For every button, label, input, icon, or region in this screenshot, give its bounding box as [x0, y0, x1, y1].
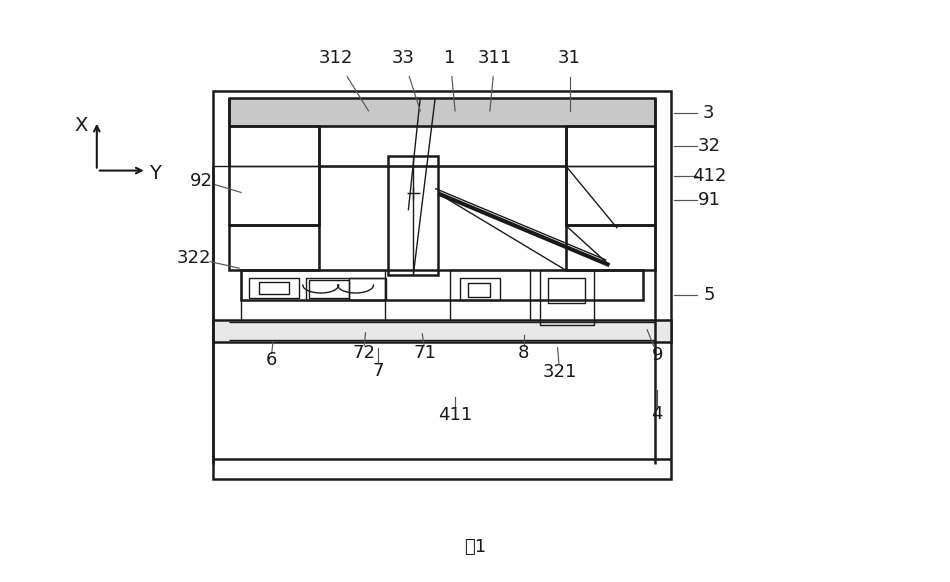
Bar — [229, 98, 656, 126]
Text: 92: 92 — [190, 172, 213, 190]
Bar — [229, 225, 319, 270]
Text: 图1: 图1 — [464, 538, 486, 556]
Text: 3: 3 — [703, 104, 714, 122]
Text: 411: 411 — [438, 406, 472, 424]
Text: 7: 7 — [372, 361, 384, 379]
Text: 312: 312 — [318, 49, 352, 67]
Text: 72: 72 — [352, 344, 375, 361]
Text: 6: 6 — [265, 351, 276, 368]
Bar — [259, 282, 289, 294]
Text: Y: Y — [148, 164, 161, 183]
Bar — [229, 126, 319, 225]
Text: 9: 9 — [652, 346, 663, 364]
Text: 71: 71 — [414, 344, 437, 361]
Bar — [229, 166, 319, 225]
Text: 33: 33 — [391, 49, 415, 67]
Text: 5: 5 — [703, 286, 714, 304]
Text: 32: 32 — [697, 137, 720, 155]
Bar — [547, 278, 585, 303]
Bar — [450, 270, 530, 325]
Text: 311: 311 — [478, 49, 512, 67]
Text: 31: 31 — [558, 49, 581, 67]
Text: 4: 4 — [652, 406, 663, 424]
Bar — [565, 166, 656, 225]
Text: X: X — [74, 116, 87, 135]
Bar — [306, 278, 386, 300]
Bar — [565, 126, 656, 225]
Text: 412: 412 — [692, 166, 726, 184]
Text: 322: 322 — [177, 249, 212, 267]
Bar — [349, 278, 387, 300]
Bar — [213, 91, 671, 479]
Bar — [389, 155, 438, 275]
Text: 8: 8 — [518, 344, 529, 361]
Bar — [213, 320, 671, 342]
Bar — [468, 283, 490, 297]
Bar — [241, 270, 643, 300]
Bar — [241, 270, 386, 325]
Bar — [460, 278, 500, 300]
Bar — [540, 270, 595, 325]
Text: 91: 91 — [697, 191, 720, 210]
Bar — [565, 225, 656, 270]
Bar — [249, 278, 299, 298]
Bar — [319, 126, 565, 166]
Text: 1: 1 — [445, 49, 456, 67]
Text: 321: 321 — [542, 363, 577, 381]
Bar — [309, 280, 349, 298]
